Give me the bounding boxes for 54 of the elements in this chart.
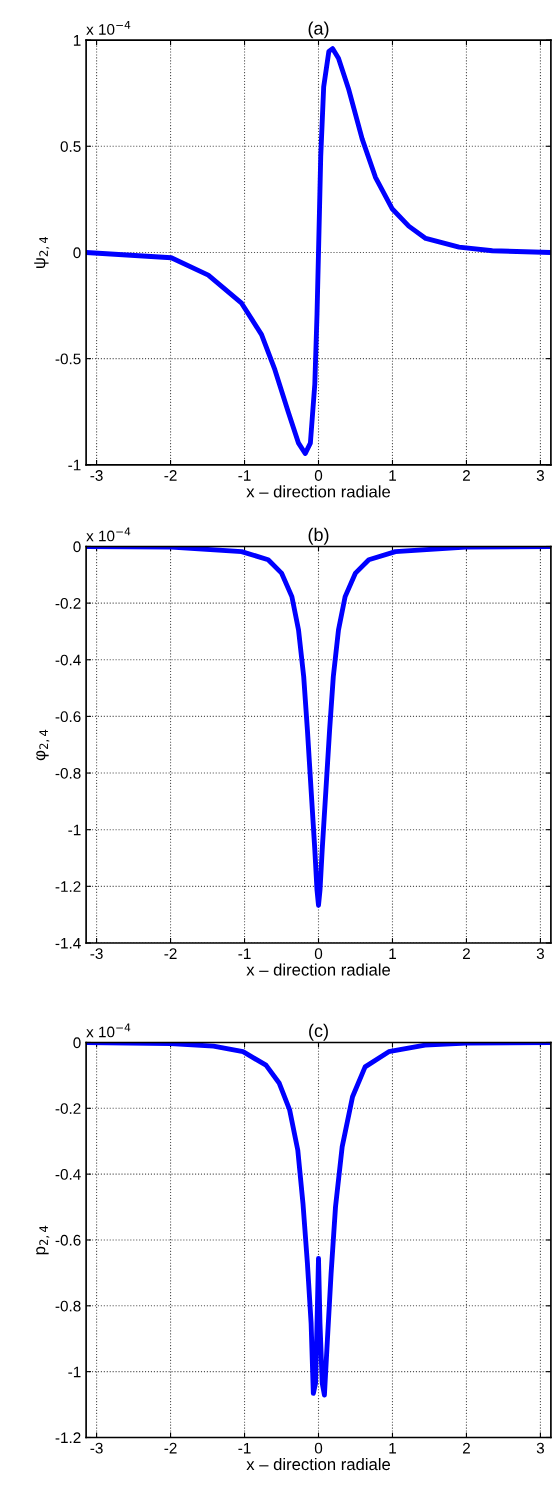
y-tick-label: -0.4 [55, 654, 81, 666]
text: x 10$^{−4}$ [86, 527, 131, 542]
x-tick-label: -1 [238, 470, 251, 481]
x-tick-label: 1 [389, 1442, 396, 1454]
y-tick-label: -1.2 [55, 1432, 81, 1444]
y-tick-label: -1 [68, 824, 81, 836]
x-tick-label: -1 [238, 948, 251, 959]
x-tick-label: 3 [536, 948, 544, 960]
y-tick-label: -1 [68, 459, 81, 471]
x-tick-label: 0 [314, 470, 323, 481]
y-tick-label: -0.5 [55, 353, 81, 365]
text: x 10$^{−4}$ [86, 21, 131, 35]
y-tick-label: -0.2 [55, 1103, 81, 1114]
x-tick-label: 1 [389, 948, 396, 959]
x-tick-label: -2 [164, 470, 177, 481]
text: x 10$^{−4}$ [86, 1023, 131, 1038]
chart-title: (b) [308, 527, 329, 545]
x-tick-label: 3 [536, 470, 544, 481]
x-tick-label: -2 [164, 1442, 177, 1454]
y-tick-label: -0.6 [55, 1234, 81, 1246]
x-tick-label: -3 [90, 470, 103, 481]
x-axis-title: x – direction radiale [246, 1457, 391, 1471]
x-axis-title: x – direction radiale [246, 963, 391, 976]
line-series [86, 46, 551, 456]
x-tick-label: 2 [462, 948, 470, 959]
x-tick-label: 2 [462, 470, 470, 481]
y-tick-label: -0.8 [55, 767, 81, 779]
y-axis-title: p$_{2,4}$ [36, 1225, 50, 1255]
x-tick-label: -2 [164, 948, 177, 959]
y-tick-label: -0.4 [55, 1169, 81, 1180]
x-tick-label: -3 [90, 1442, 103, 1454]
y-tick-label: 1 [73, 35, 81, 46]
x-tick-label: 0 [314, 948, 323, 960]
y-tick-label: -1 [68, 1366, 81, 1378]
y-tick-label: -1.4 [55, 938, 81, 949]
y-axis-title: φ$_{2,4}$ [36, 729, 50, 761]
y-tick-label: 0 [73, 1037, 81, 1049]
x-tick-label: 1 [389, 470, 396, 481]
y-axis-title: ψ$_{2,4}$ [34, 236, 50, 269]
x-tick-label: 3 [536, 1442, 544, 1454]
x-tick-label: -1 [238, 1442, 251, 1454]
x-tick-label: -3 [90, 948, 103, 960]
y-tick-label: -0.6 [55, 711, 81, 723]
chart-title: (a) [308, 21, 329, 39]
y-tick-label: -0.2 [55, 597, 81, 609]
y-tick-label: 0 [73, 247, 81, 259]
x-tick-label: 0 [314, 1442, 323, 1454]
x-tick-label: 2 [462, 1442, 470, 1454]
y-tick-label: -1.2 [55, 881, 81, 892]
x-axis-title: x – direction radiale [246, 485, 391, 498]
y-tick-label: -0.8 [55, 1300, 81, 1312]
y-tick-label: 0 [73, 541, 81, 553]
chart-title: (c) [309, 1023, 328, 1041]
y-tick-label: 0.5 [60, 141, 81, 152]
